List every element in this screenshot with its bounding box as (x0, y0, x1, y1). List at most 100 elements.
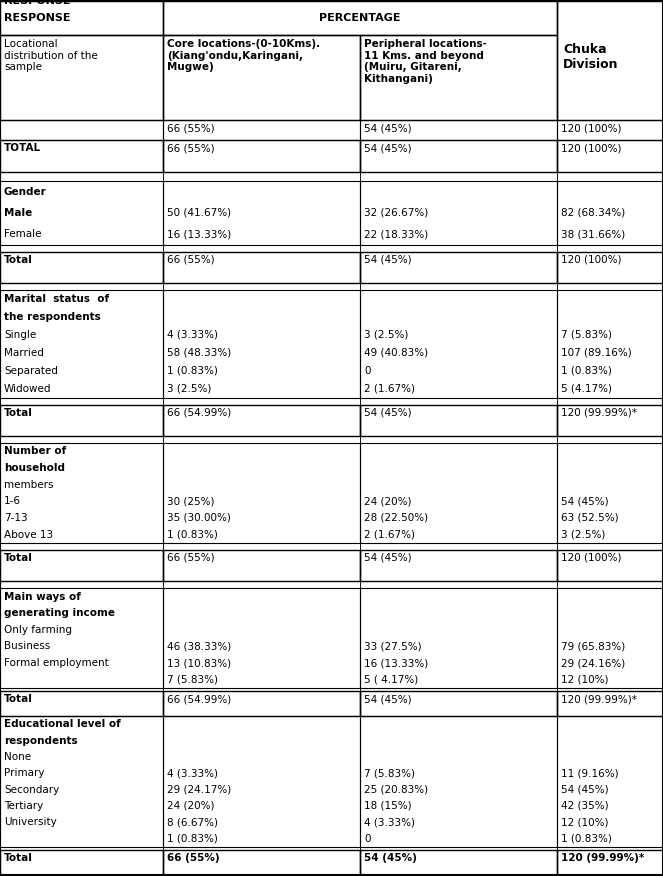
Text: 120 (99.99%)*: 120 (99.99%)* (561, 853, 644, 863)
Text: 24 (20%): 24 (20%) (167, 801, 215, 811)
Text: Marital  status  of: Marital status of (4, 294, 109, 304)
Bar (0, 120, 163, 140)
Bar (163, 120, 360, 140)
Text: University: University (4, 817, 57, 827)
Text: Number of: Number of (4, 447, 66, 456)
Bar (0, 717, 163, 847)
Text: Peripheral locations-
11 Kms. and beyond
(Muiru, Gitareni,
Kithangani): Peripheral locations- 11 Kms. and beyond… (364, 39, 487, 84)
Bar (360, 140, 557, 173)
Text: 66 (55%): 66 (55%) (167, 123, 215, 133)
Bar (557, 691, 663, 717)
Text: 66 (54.99%): 66 (54.99%) (167, 407, 231, 418)
Text: Main ways of: Main ways of (4, 591, 81, 602)
Bar (557, 717, 663, 847)
Text: Separated: Separated (4, 366, 58, 376)
Bar (557, 405, 663, 436)
Text: 30 (25%): 30 (25%) (167, 497, 215, 506)
Text: generating income: generating income (4, 608, 115, 618)
Bar (557, 140, 663, 173)
Text: Total: Total (4, 695, 33, 704)
Text: 7 (5.83%): 7 (5.83%) (364, 768, 415, 779)
Bar (0, 405, 163, 436)
Text: 29 (24.16%): 29 (24.16%) (561, 658, 625, 668)
Bar (163, 543, 360, 549)
Bar (0, 543, 163, 549)
Text: 5 ( 4.17%): 5 ( 4.17%) (364, 675, 418, 685)
Text: Chuka
Division: Chuka Division (563, 43, 619, 70)
Text: 42 (35%): 42 (35%) (561, 801, 609, 811)
Text: 29 (24.17%): 29 (24.17%) (167, 785, 231, 795)
Bar (0, 588, 163, 688)
Bar (360, 181, 557, 244)
Text: Only farming: Only farming (4, 625, 72, 635)
Text: 54 (45%): 54 (45%) (364, 407, 412, 418)
Bar (557, 688, 663, 691)
Text: 54 (45%): 54 (45%) (364, 255, 412, 265)
Text: Primary: Primary (4, 768, 44, 779)
Bar (163, 290, 360, 398)
Bar (360, 398, 557, 405)
Text: 3 (2.5%): 3 (2.5%) (561, 530, 605, 540)
Text: 7 (5.83%): 7 (5.83%) (167, 675, 218, 685)
Text: RESPONSE: RESPONSE (4, 0, 70, 6)
Bar (557, 244, 663, 251)
Bar (163, 850, 360, 875)
Text: 120 (99.99%)*: 120 (99.99%)* (561, 407, 637, 418)
Text: RESPONSE: RESPONSE (4, 13, 70, 23)
Bar (0, 181, 163, 244)
Bar (557, 543, 663, 549)
Bar (0, 398, 163, 405)
Bar (360, 588, 557, 688)
Bar (163, 436, 360, 443)
Bar (0, 173, 163, 181)
Bar (163, 35, 360, 120)
Bar (0, 688, 163, 691)
Text: Widowed: Widowed (4, 384, 52, 394)
Text: Total: Total (4, 553, 33, 562)
Bar (557, 251, 663, 283)
Text: None: None (4, 752, 31, 762)
Text: 1 (0.83%): 1 (0.83%) (167, 366, 218, 376)
Bar (557, 283, 663, 290)
Bar (360, 850, 557, 875)
Text: 107 (89.16%): 107 (89.16%) (561, 348, 632, 358)
Text: 54 (45%): 54 (45%) (364, 853, 417, 863)
Text: 1 (0.83%): 1 (0.83%) (561, 366, 612, 376)
Bar (163, 582, 360, 588)
Text: 1 (0.83%): 1 (0.83%) (167, 530, 218, 540)
Text: 54 (45%): 54 (45%) (364, 553, 412, 562)
Bar (0, 847, 163, 850)
Text: Total: Total (4, 853, 33, 863)
Text: 54 (45%): 54 (45%) (364, 123, 412, 133)
Text: 66 (55%): 66 (55%) (167, 553, 215, 562)
Bar (557, 1, 663, 120)
Bar (163, 691, 360, 717)
Bar (163, 717, 360, 847)
Text: 32 (26.67%): 32 (26.67%) (364, 208, 428, 218)
Text: 7-13: 7-13 (4, 513, 28, 523)
Bar (163, 140, 360, 173)
Text: 120 (100%): 120 (100%) (561, 553, 621, 562)
Text: 12 (10%): 12 (10%) (561, 675, 609, 685)
Bar (360, 543, 557, 549)
Bar (0, 582, 163, 588)
Text: respondents: respondents (4, 736, 78, 745)
Bar (163, 173, 360, 181)
Bar (163, 847, 360, 850)
Text: 1-6: 1-6 (4, 497, 21, 506)
Text: Total: Total (4, 255, 33, 265)
Text: 46 (38.33%): 46 (38.33%) (167, 641, 231, 652)
Text: Male: Male (4, 208, 32, 218)
Bar (0, 691, 163, 717)
Text: 54 (45%): 54 (45%) (364, 695, 412, 704)
Bar (163, 398, 360, 405)
Bar (360, 173, 557, 181)
Bar (0, 436, 163, 443)
Text: 4 (3.33%): 4 (3.33%) (167, 768, 218, 779)
Bar (557, 847, 663, 850)
Text: 3 (2.5%): 3 (2.5%) (167, 384, 211, 394)
Bar (0, 443, 163, 543)
Bar (557, 120, 663, 140)
Bar (360, 688, 557, 691)
Text: Above 13: Above 13 (4, 530, 53, 540)
